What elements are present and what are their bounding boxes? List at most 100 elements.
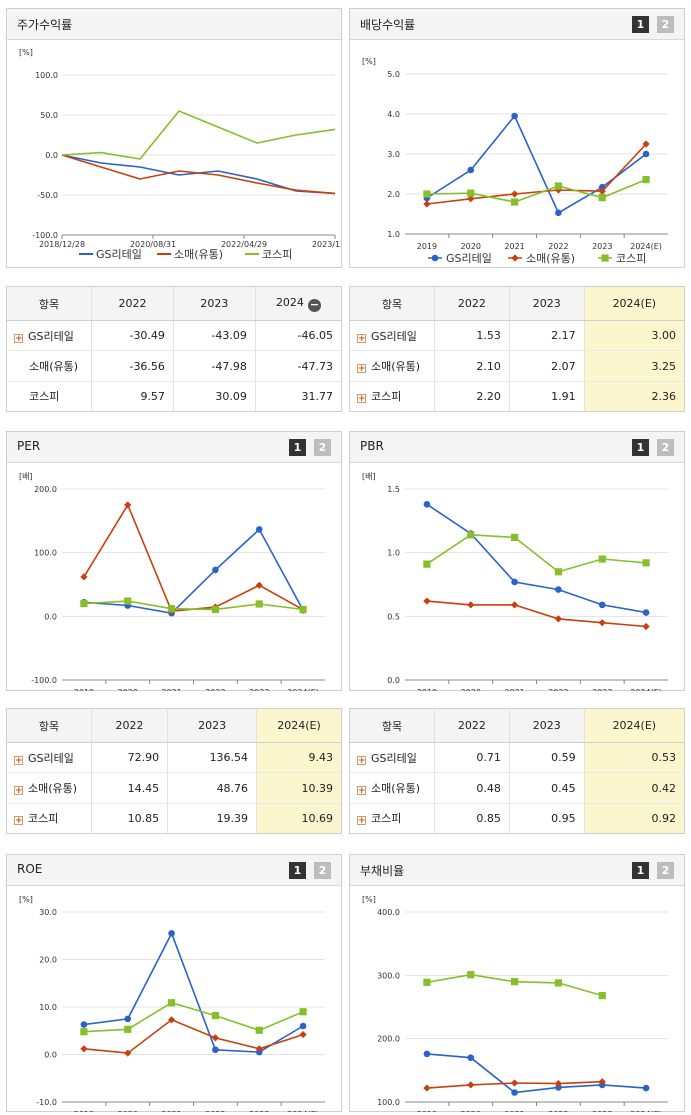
value-cell: 48.76 [167,772,257,804]
data-point [555,209,562,217]
expand-icon[interactable]: + [357,333,366,344]
expand-icon[interactable]: + [357,364,366,375]
data-point [598,619,606,627]
legend-item: 소매(유통) [508,252,575,265]
x-tick-label: 2023 [592,1110,612,1112]
value-cell: 0.48 [434,772,510,804]
panel-header: 주가수익률 [7,9,341,40]
row-label-cell: + GS리테일 [350,319,435,351]
data-point [255,526,263,533]
page-2-button[interactable]: 2 [657,862,674,879]
legend-label: GS리테일 [446,251,492,265]
page-1-button[interactable]: 1 [289,439,306,456]
legend-item: GS리테일 [79,247,142,261]
debt-ratio-chart: [%]400.0 300.0 200.0 100.0 2019 2020 2021 2022 2… [362,895,668,1112]
series-1 [423,500,650,616]
legend-item: 코스피 [245,248,292,261]
legend-item: 소매(유통) [157,248,223,261]
data-point [124,1015,132,1023]
row-label: 소매(유통) [29,360,79,374]
column-header-year: 2023 [172,287,256,321]
expand-icon[interactable]: + [357,755,366,766]
x-tick-label: 2020 [118,688,138,691]
data-point [554,182,563,190]
row-label-cell: + 코스피 [350,802,435,833]
column-header-item: 항목 [350,287,435,321]
series-3 [423,531,650,576]
series-1 [80,930,307,1056]
expand-icon[interactable]: + [14,333,23,344]
data-point [555,586,562,593]
y-unit-label: [%] [19,895,33,904]
y-unit-label: [배] [362,472,376,481]
series-line [426,178,647,203]
row-label-cell: + GS리테일 [7,741,92,773]
data-point [80,1028,88,1036]
per-table: 항목 2022 2023 2024(E) + GS리테일 72.90 136.54 9.43 + 소… [6,708,342,834]
page-2-button[interactable]: 2 [314,439,331,456]
value-cell: 9.57 [91,380,174,411]
series-2 [80,1016,307,1057]
value-cell: -36.56 [91,350,174,382]
expand-icon[interactable]: + [14,786,23,797]
expand-icon[interactable]: + [357,394,366,405]
series-2 [61,154,336,195]
table-row: + GS리테일 1.53 2.17 3.00 [350,319,684,351]
header-text: 2023 [198,719,227,732]
page-1-button[interactable]: 1 [289,862,306,879]
y-unit-label: [배] [19,472,33,481]
y-tick-label: 100.0 [34,549,57,558]
x-tick-label: 2022/04/29 [221,240,267,249]
table-row: + GS리테일 72.90 136.54 9.43 [7,741,341,773]
value-cell: -47.98 [172,350,256,382]
series-line [426,533,647,573]
value-cell: 2.20 [434,380,510,411]
data-point [554,1080,563,1088]
row-label-cell: + 소매(유통) [7,772,92,804]
page-2-button[interactable]: 2 [657,439,674,456]
x-tick-label: 2020 [461,242,481,251]
value-cell: 0.85 [434,802,510,833]
header-text: 2023 [200,297,229,310]
data-point [212,1046,219,1054]
page-1-button[interactable]: 1 [632,862,649,879]
series-2 [423,597,650,631]
series-1 [61,154,336,195]
page-2-button[interactable]: 2 [657,16,674,33]
row-label-cell: + GS리테일 [7,319,92,351]
expand-icon[interactable]: + [14,816,23,827]
data-point [255,600,263,608]
data-point [124,597,132,605]
page-1-button[interactable]: 1 [632,439,649,456]
x-tick-label: 2022 [548,688,568,691]
x-tick-label: 2022 [548,242,568,251]
series-line [426,600,647,628]
table-row: 코스피 9.57 30.09 31.77 [7,380,341,411]
y-tick-label: 0.0 [387,676,400,685]
series-1 [423,112,650,217]
y-tick-label: 400.0 [377,908,400,917]
data-point [423,500,431,508]
page-1-button[interactable]: 1 [632,16,649,33]
value-cell: 3.00 [583,319,684,351]
column-header-item: 항목 [7,709,92,743]
data-point [423,978,431,986]
page-2-button[interactable]: 2 [314,862,331,879]
data-point [642,609,650,616]
legend-item: 코스피 [598,252,646,265]
pbr-table: 항목 2022 2023 2024(E) + GS리테일 0.71 0.59 0.53 + 소매(유… [349,708,685,834]
column-header-year: 2023 [167,709,257,743]
series-3 [80,999,307,1036]
y-tick-label: 1.0 [387,230,400,239]
x-tick-label: 2024(E) [630,1110,662,1112]
column-header-item: 항목 [7,287,92,321]
expand-icon[interactable]: + [357,816,366,827]
panel-header: ROE 1 2 [7,855,341,886]
y-tick-label: 200.0 [377,1035,400,1044]
collapse-icon[interactable]: − [307,297,321,312]
data-point [642,622,650,631]
expand-icon[interactable]: + [357,786,366,797]
header-text: 항목 [38,297,60,311]
expand-icon[interactable]: + [14,755,23,766]
